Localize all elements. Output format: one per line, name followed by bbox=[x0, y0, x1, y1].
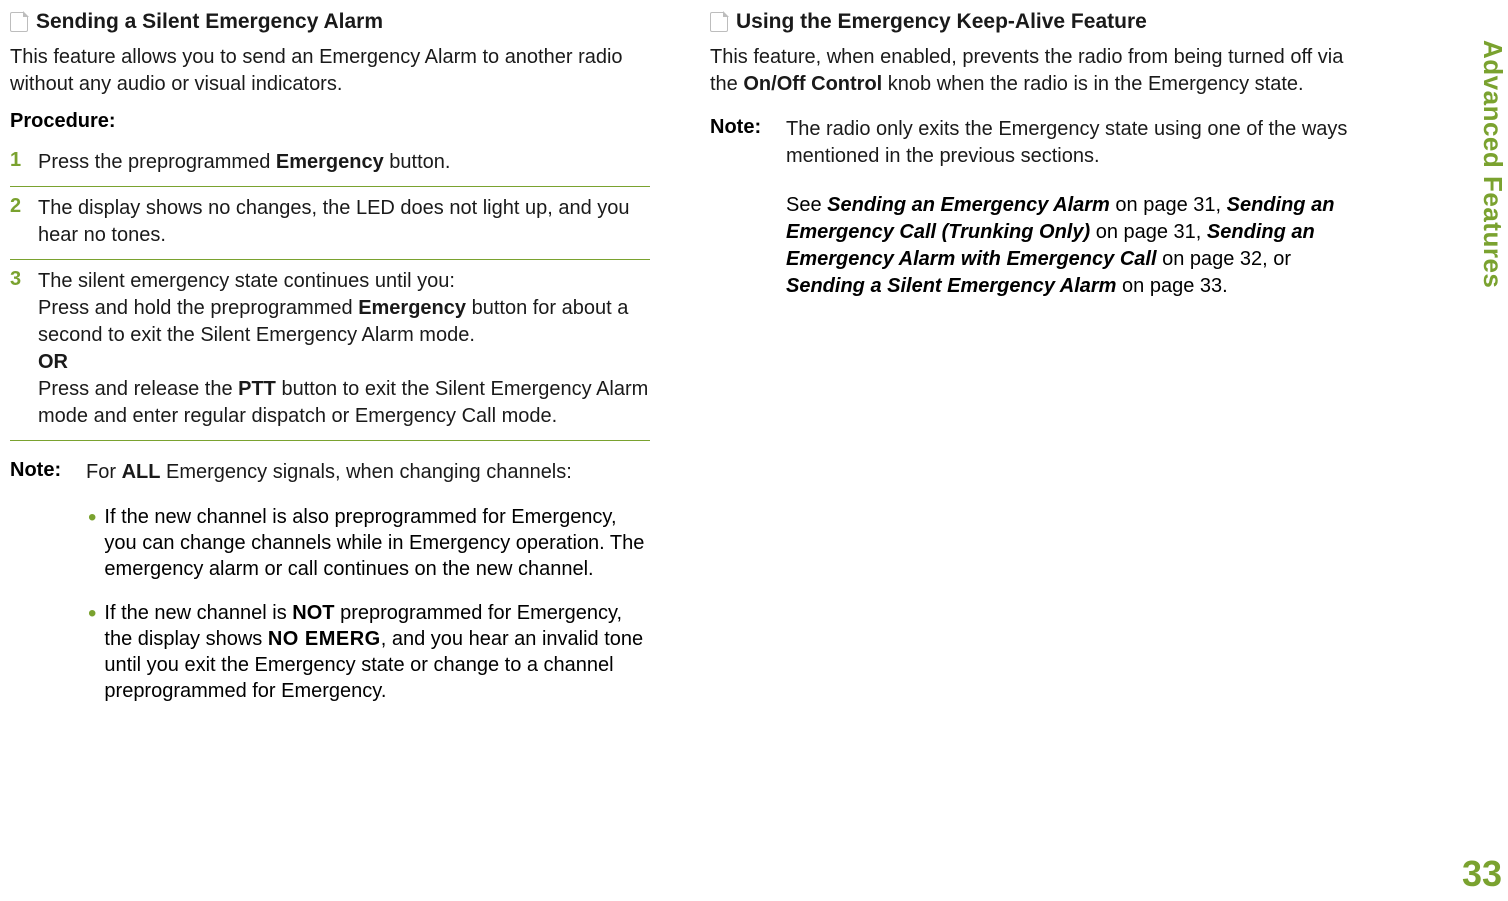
bold-fragment: Emergency bbox=[276, 151, 384, 173]
text-fragment: knob when the radio is in the Emergency … bbox=[882, 73, 1303, 95]
document-icon bbox=[10, 12, 28, 32]
bullet-text: If the new channel is NOT preprogrammed … bbox=[104, 600, 650, 704]
heading-right: Using the Emergency Keep-Alive Feature bbox=[736, 10, 1147, 34]
step-2: 2 The display shows no changes, the LED … bbox=[10, 187, 650, 260]
step-text: The silent emergency state continues unt… bbox=[38, 268, 650, 430]
text-fragment: The silent emergency state continues unt… bbox=[38, 270, 455, 292]
bullet-dot-icon: • bbox=[88, 506, 96, 582]
bullet-item: • If the new channel is also preprogramm… bbox=[88, 504, 650, 582]
page-content: Sending a Silent Emergency Alarm This fe… bbox=[0, 0, 1508, 732]
step-1: 1 Press the preprogrammed Emergency butt… bbox=[10, 141, 650, 187]
section-title-left: Sending a Silent Emergency Alarm bbox=[10, 10, 650, 34]
text-fragment: on page 31, bbox=[1090, 221, 1207, 243]
intro-left: This feature allows you to send an Emerg… bbox=[10, 44, 650, 98]
document-icon bbox=[710, 12, 728, 32]
note-label: Note: bbox=[710, 116, 772, 170]
step-3: 3 The silent emergency state continues u… bbox=[10, 260, 650, 441]
step-number: 3 bbox=[10, 268, 28, 430]
bold-fragment: Emergency bbox=[358, 297, 466, 319]
note-right: Note: The radio only exits the Emergency… bbox=[710, 116, 1350, 170]
right-column: Using the Emergency Keep-Alive Feature T… bbox=[710, 10, 1350, 722]
text-fragment: on page 32, or bbox=[1157, 248, 1292, 270]
bullet-text: If the new channel is also preprogrammed… bbox=[104, 504, 650, 582]
intro-right: This feature, when enabled, prevents the… bbox=[710, 44, 1350, 98]
text-fragment: on page 31, bbox=[1110, 194, 1227, 216]
display-code: NO EMERG bbox=[268, 628, 381, 650]
bullet-list: • If the new channel is also preprogramm… bbox=[88, 504, 650, 704]
step-number: 2 bbox=[10, 195, 28, 249]
references: See Sending an Emergency Alarm on page 3… bbox=[786, 192, 1350, 300]
note-label: Note: bbox=[10, 459, 72, 486]
ref-title: Sending a Silent Emergency Alarm bbox=[786, 275, 1116, 297]
note-left: Note: For ALL Emergency signals, when ch… bbox=[10, 459, 650, 486]
text-fragment: See bbox=[786, 194, 827, 216]
heading-left: Sending a Silent Emergency Alarm bbox=[36, 10, 383, 34]
bold-fragment: ALL bbox=[122, 461, 161, 483]
or-fragment: OR bbox=[38, 351, 68, 373]
section-title-right: Using the Emergency Keep-Alive Feature bbox=[710, 10, 1350, 34]
step-text: Press the preprogrammed Emergency button… bbox=[38, 149, 450, 176]
left-column: Sending a Silent Emergency Alarm This fe… bbox=[10, 10, 650, 722]
step-text: The display shows no changes, the LED do… bbox=[38, 195, 650, 249]
text-fragment: For bbox=[86, 461, 122, 483]
side-tab: Advanced Features bbox=[1477, 40, 1508, 288]
procedure-label: Procedure: bbox=[10, 110, 650, 133]
text-fragment: Emergency signals, when changing channel… bbox=[160, 461, 571, 483]
note-body: For ALL Emergency signals, when changing… bbox=[86, 459, 572, 486]
text-fragment: button. bbox=[384, 151, 451, 173]
note-body: The radio only exits the Emergency state… bbox=[786, 116, 1350, 170]
text-fragment: Press the preprogrammed bbox=[38, 151, 276, 173]
bullet-item: • If the new channel is NOT preprogramme… bbox=[88, 600, 650, 704]
ref-title: Sending an Emergency Alarm bbox=[827, 194, 1110, 216]
bold-fragment: PTT bbox=[238, 378, 276, 400]
page-number: 33 bbox=[1462, 853, 1502, 895]
bold-fragment: On/Off Control bbox=[743, 73, 882, 95]
step-number: 1 bbox=[10, 149, 28, 176]
text-fragment: Press and release the bbox=[38, 378, 238, 400]
bullet-dot-icon: • bbox=[88, 602, 96, 704]
text-fragment: on page 33. bbox=[1116, 275, 1227, 297]
text-fragment: If the new channel is bbox=[104, 602, 292, 624]
text-fragment: Press and hold the preprogrammed bbox=[38, 297, 358, 319]
bold-fragment: NOT bbox=[292, 602, 334, 624]
